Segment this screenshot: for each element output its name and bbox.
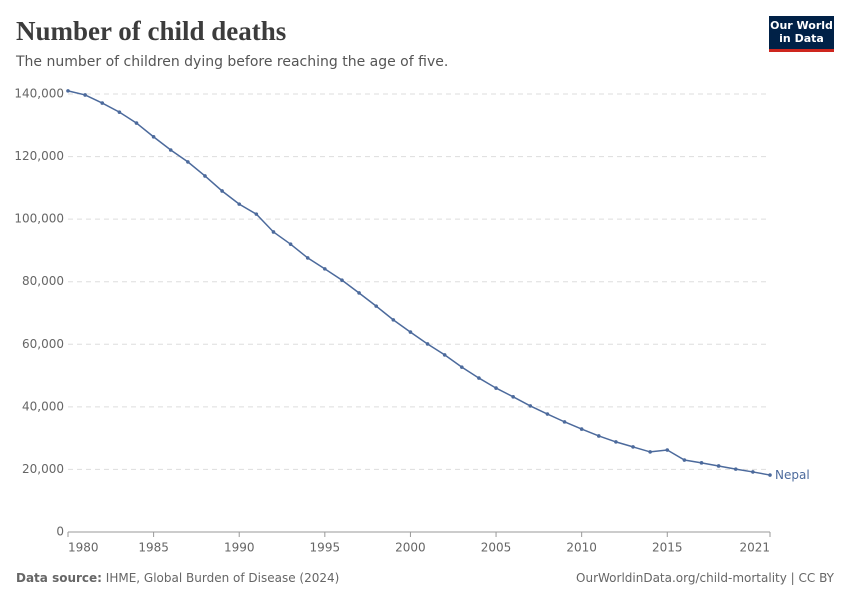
point xyxy=(596,434,601,438)
point xyxy=(682,458,687,462)
y-tick-label: 120,000 xyxy=(14,149,64,163)
point xyxy=(305,256,310,260)
point xyxy=(357,291,361,295)
source-label: Data source: xyxy=(16,571,102,585)
point xyxy=(425,342,430,346)
x-tick-label: 1985 xyxy=(138,541,169,555)
point xyxy=(528,404,533,408)
point xyxy=(614,440,618,444)
point xyxy=(648,450,652,454)
point xyxy=(579,427,584,431)
y-tick-label: 40,000 xyxy=(22,399,64,413)
logo-text: Our World xyxy=(770,19,833,32)
point xyxy=(716,464,721,468)
y-tick-label: 80,000 xyxy=(22,274,64,288)
point xyxy=(511,395,515,399)
point xyxy=(168,148,173,152)
point xyxy=(699,461,704,465)
point xyxy=(237,202,242,206)
point xyxy=(66,89,70,93)
chart-title: Number of child deaths xyxy=(16,16,286,46)
point xyxy=(254,212,259,216)
point xyxy=(460,365,464,369)
y-tick-label: 60,000 xyxy=(22,337,64,351)
logo-stripe xyxy=(769,49,834,52)
x-tick-label: 2000 xyxy=(395,541,426,555)
x-tick-label: 1980 xyxy=(68,541,99,555)
source: Data source: IHME, Global Burden of Dise… xyxy=(16,571,339,585)
point xyxy=(494,386,498,390)
point xyxy=(442,353,447,357)
chart-subtitle: The number of children dying before reac… xyxy=(15,54,448,70)
point xyxy=(733,467,738,471)
point xyxy=(768,473,772,477)
x-tick-label: 1990 xyxy=(224,541,255,555)
point xyxy=(631,445,635,449)
point xyxy=(134,121,139,125)
point xyxy=(374,304,378,308)
point xyxy=(391,318,396,322)
x-tick-label: 2015 xyxy=(652,541,683,555)
point xyxy=(186,160,190,164)
point xyxy=(151,135,156,139)
point xyxy=(323,267,327,271)
logo-text: in Data xyxy=(779,32,824,45)
point xyxy=(288,242,293,246)
series-label: Nepal xyxy=(775,468,810,482)
point xyxy=(220,189,224,193)
point xyxy=(100,101,105,105)
point xyxy=(83,93,87,97)
point xyxy=(751,470,755,474)
x-tick-label: 2010 xyxy=(566,541,597,555)
point xyxy=(340,278,344,282)
point xyxy=(477,376,481,380)
point xyxy=(545,412,550,416)
y-tick-label: 100,000 xyxy=(14,212,64,226)
point xyxy=(203,174,207,178)
y-tick-label: 20,000 xyxy=(22,462,64,476)
logo xyxy=(769,16,834,52)
source-text: IHME, Global Burden of Disease (2024) xyxy=(106,571,340,585)
point xyxy=(408,330,413,334)
point xyxy=(665,448,670,452)
point xyxy=(271,230,276,234)
point xyxy=(117,110,122,114)
x-tick-label: 1995 xyxy=(310,541,341,555)
line xyxy=(67,90,771,476)
y-tick-label: 0 xyxy=(56,525,64,539)
y-tick-label: 140,000 xyxy=(14,87,64,101)
footer-link[interactable]: OurWorldinData.org/child-mortality | CC … xyxy=(576,571,835,585)
x-tick-label: 2021 xyxy=(739,541,770,555)
x-tick-label: 2005 xyxy=(481,541,512,555)
point xyxy=(562,420,567,424)
